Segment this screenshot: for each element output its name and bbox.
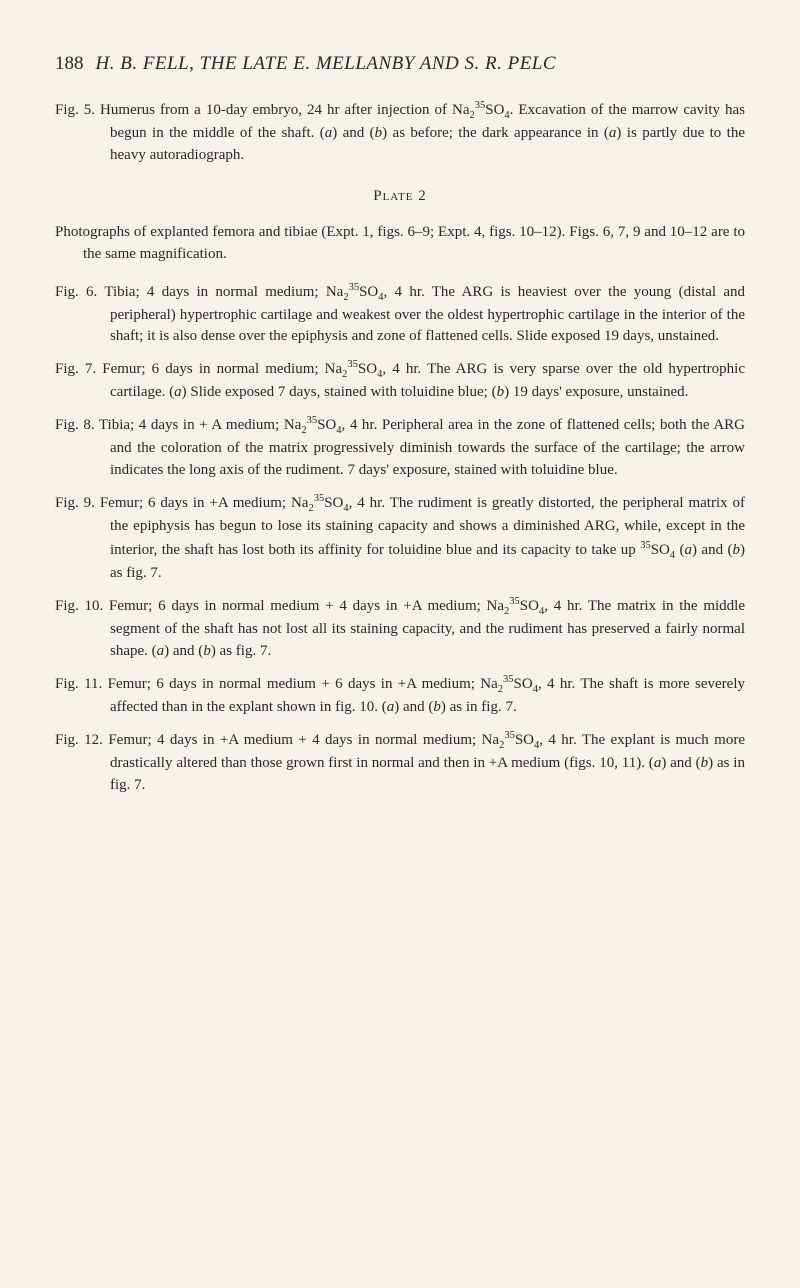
figure-9-text: Femur; 6 days in +A medium; Na235SO4, 4 … (100, 495, 745, 581)
figure-6-text: Tibia; 4 days in normal medium; Na235SO4… (104, 284, 745, 345)
figure-8-label: Fig. 8. (55, 417, 95, 433)
figure-5-label: Fig. 5. (55, 102, 95, 118)
figure-7-text: Femur; 6 days in normal medium; Na235SO4… (102, 361, 745, 400)
figure-5-caption: Fig. 5. Humerus from a 10-day embryo, 24… (55, 98, 745, 167)
figure-6-label: Fig. 6. (55, 284, 97, 300)
figure-7-label: Fig. 7. (55, 361, 96, 377)
figure-12-label: Fig. 12. (55, 732, 103, 748)
figure-8-caption: Fig. 8. Tibia; 4 days in + A medium; Na2… (55, 413, 745, 482)
figure-10-label: Fig. 10. (55, 598, 103, 614)
figure-10-caption: Fig. 10. Femur; 6 days in normal medium … (55, 594, 745, 663)
figure-5-text: Humerus from a 10-day embryo, 24 hr afte… (100, 102, 745, 163)
plate-intro: Photographs of explanted femora and tibi… (55, 222, 745, 266)
plate-heading: Plate 2 (55, 186, 745, 208)
figure-12-text: Femur; 4 days in +A medium + 4 days in n… (108, 732, 745, 793)
figure-11-caption: Fig. 11. Femur; 6 days in normal medium … (55, 672, 745, 719)
figure-6-caption: Fig. 6. Tibia; 4 days in normal medium; … (55, 280, 745, 349)
figure-12-caption: Fig. 12. Femur; 4 days in +A medium + 4 … (55, 728, 745, 797)
figure-7-caption: Fig. 7. Femur; 6 days in normal medium; … (55, 357, 745, 404)
running-title: H. B. FELL, THE LATE E. MELLANBY AND S. … (96, 50, 557, 78)
figure-9-label: Fig. 9. (55, 495, 95, 511)
figure-11-text: Femur; 6 days in normal medium + 6 days … (108, 676, 745, 715)
page-header: 188 H. B. FELL, THE LATE E. MELLANBY AND… (55, 50, 745, 78)
figure-8-text: Tibia; 4 days in + A medium; Na235SO4, 4… (99, 417, 745, 478)
figure-11-label: Fig. 11. (55, 676, 102, 692)
figure-9-caption: Fig. 9. Femur; 6 days in +A medium; Na23… (55, 491, 745, 585)
page-number: 188 (55, 50, 84, 78)
figure-10-text: Femur; 6 days in normal medium + 4 days … (109, 598, 745, 659)
